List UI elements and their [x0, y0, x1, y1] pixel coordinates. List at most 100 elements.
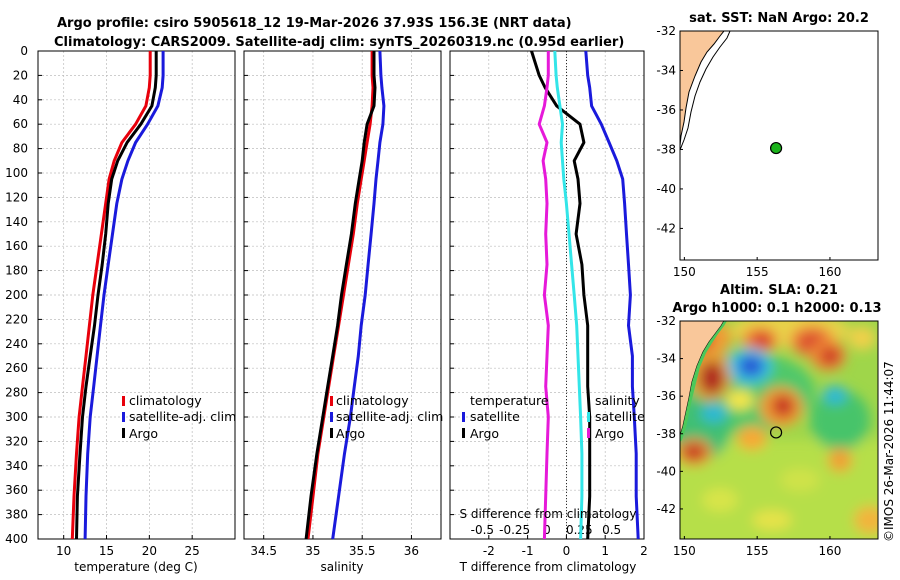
difference-legend: temperature satellite Argo salinity sate…	[462, 393, 645, 441]
legend-swatch-s-satellite	[587, 412, 590, 422]
x-tick-label: 10	[56, 544, 71, 558]
series-line-climatology	[70, 51, 152, 540]
salinity-xlabel: salinity	[320, 560, 363, 574]
y-tick-label: 220	[5, 312, 28, 326]
series-line-satellite-adj-clim	[83, 51, 165, 540]
map-lat-label: -38	[656, 142, 676, 156]
sst-map-argo-marker	[769, 141, 783, 155]
map-lat-label: -42	[656, 221, 676, 235]
sla-map-argo-marker	[769, 426, 783, 439]
legend-label-t-argo: Argo	[470, 426, 499, 441]
temperature-plot: 0 20 40 60 80 100 120 140 160 180 200 220 240 260 280 3…	[5, 44, 236, 574]
salinity-axes-box	[243, 50, 442, 540]
legend-label-climatology: climatology	[129, 393, 202, 408]
map-lat-label: -40	[656, 182, 676, 196]
map-lon-label: 160	[819, 544, 842, 558]
map-lon-label: 160	[819, 265, 842, 279]
legend-label-argo: Argo	[129, 426, 158, 441]
map-lat-label: -40	[656, 464, 676, 478]
sla-map-frame	[679, 320, 879, 540]
temperature-axes-box	[37, 50, 236, 540]
y-tick-label: 120	[5, 190, 28, 204]
legend-label-satellite: satellite-adj. clim	[129, 409, 236, 424]
x-tick-label: 2	[640, 544, 648, 558]
salinity-plot: 34.5 35 35.5 36 salinity climatology satell…	[243, 50, 443, 574]
series-line-salinity-satellite	[553, 50, 584, 540]
salinity-legend: climatology satellite-adj. clim Argo	[330, 393, 443, 441]
s-difference-tick-label: 0.25	[566, 523, 593, 537]
y-tick-label: 140	[5, 215, 28, 229]
sla-map: Altim. SLA: 0.21 Argo h1000: 0.1 h2000: …	[656, 283, 881, 558]
series-line-argo	[75, 51, 158, 540]
x-tick-label: -2	[483, 544, 495, 558]
x-tick-label: 25	[185, 544, 200, 558]
y-tick-label: 320	[5, 434, 28, 448]
y-tick-label: 40	[13, 93, 28, 107]
t-difference-xlabel: T difference from climatology	[459, 560, 637, 574]
difference-plot: -2 -1 0 1 2 -0.5 -0.25 0 0.25 0.5 S difference f…	[449, 50, 648, 574]
y-tick-label: 380	[5, 508, 28, 522]
x-tick-label: 20	[142, 544, 157, 558]
sst-map-land	[680, 31, 725, 147]
series-line-satellite-adj-clim	[331, 50, 386, 540]
y-tick-label: 200	[5, 288, 28, 302]
x-tick-label: 15	[99, 544, 114, 558]
x-tick-label: 35	[305, 544, 320, 558]
y-tick-label: 360	[5, 483, 28, 497]
legend-label-argo: Argo	[336, 426, 365, 441]
temperature-xlabel: temperature (deg C)	[74, 560, 197, 574]
map-lon-label: 150	[673, 544, 696, 558]
legend-swatch-argo	[122, 428, 125, 438]
y-tick-label: 340	[5, 459, 28, 473]
legend-label-s-satellite: satellite	[595, 409, 645, 424]
map-lon-label: 150	[673, 265, 696, 279]
copyright-stamp: ©IMOS 26-Mar-2026 11:44:07	[882, 361, 896, 542]
legend-label-t-satellite: satellite	[470, 409, 520, 424]
figure-title-line-2: Climatology: CARS2009. Satellite-adj cli…	[54, 35, 624, 50]
y-tick-label: 100	[5, 166, 28, 180]
y-tick-label: 300	[5, 410, 28, 424]
map-lat-label: -36	[656, 389, 676, 403]
temperature-legend: climatology satellite-adj. clim Argo	[122, 393, 236, 441]
sst-map-frame	[679, 30, 879, 261]
map-lat-label: -34	[656, 63, 676, 77]
x-tick-label: 36	[404, 544, 419, 558]
map-lon-label: 155	[746, 265, 769, 279]
legend-label-s-argo: Argo	[595, 426, 624, 441]
y-tick-label: 240	[5, 337, 28, 351]
sst-map-title: sat. SST: NaN Argo: 20.2	[689, 11, 869, 26]
map-lat-label: -36	[656, 103, 676, 117]
legend-swatch-t-satellite	[462, 412, 465, 422]
map-lat-label: -38	[656, 427, 676, 441]
y-tick-label: 80	[13, 142, 28, 156]
sst-map-depth-contour	[680, 31, 731, 151]
map-lat-label: -42	[656, 502, 676, 516]
y-tick-label: 280	[5, 386, 28, 400]
s-difference-tick-label: -0.25	[499, 523, 530, 537]
map-lon-label: 155	[746, 544, 769, 558]
map-lat-label: -32	[656, 24, 676, 38]
sla-map-title-line-2: Argo h1000: 0.1 h2000: 0.13	[672, 301, 881, 316]
y-tick-label: 0	[20, 44, 28, 58]
legend-swatch-s-argo	[587, 428, 590, 438]
s-difference-tick-label: 0	[543, 523, 551, 537]
y-tick-label: 260	[5, 361, 28, 375]
legend-swatch-argo	[330, 428, 333, 438]
legend-swatch-satellite	[330, 412, 333, 422]
y-tick-label: 180	[5, 264, 28, 278]
x-tick-label: 34.5	[250, 544, 277, 558]
figure-title-line-1: Argo profile: csiro 5905618_12 19-Mar-20…	[57, 16, 572, 31]
x-tick-label: 0	[563, 544, 571, 558]
sst-map: sat. SST: NaN Argo: 20.2 150 155 160 -32 -34…	[656, 11, 879, 279]
y-tick-label: 400	[5, 532, 28, 546]
x-tick-label: -1	[522, 544, 534, 558]
y-tick-label: 160	[5, 239, 28, 253]
s-difference-xlabel: S difference from climatology	[460, 507, 637, 521]
y-tick-label: 60	[13, 117, 28, 131]
legend-swatch-climatology	[122, 396, 125, 406]
s-difference-tick-label: 0.5	[602, 523, 621, 537]
y-tick-label: 20	[13, 68, 28, 82]
x-tick-label: 1	[601, 544, 609, 558]
series-line-argo	[304, 51, 377, 540]
